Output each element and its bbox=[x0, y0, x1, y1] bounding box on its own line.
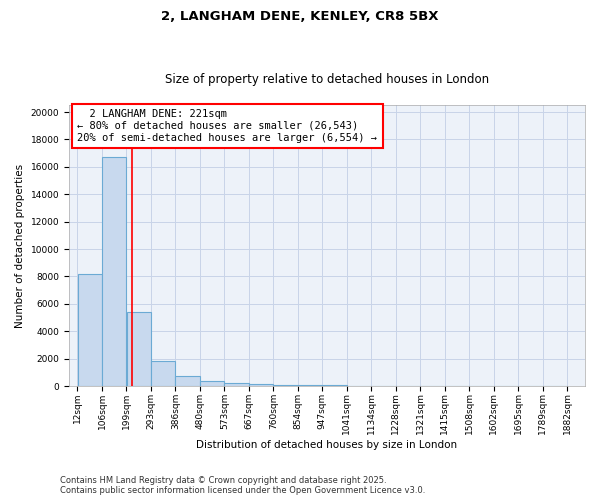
Bar bbox=[274, 385, 298, 386]
Text: 2, LANGHAM DENE, KENLEY, CR8 5BX: 2, LANGHAM DENE, KENLEY, CR8 5BX bbox=[161, 10, 439, 23]
Bar bbox=[151, 362, 175, 386]
Y-axis label: Number of detached properties: Number of detached properties bbox=[15, 164, 25, 328]
Bar bbox=[77, 274, 101, 386]
Bar bbox=[249, 384, 273, 386]
Title: Size of property relative to detached houses in London: Size of property relative to detached ho… bbox=[165, 73, 489, 86]
Text: Contains HM Land Registry data © Crown copyright and database right 2025.
Contai: Contains HM Land Registry data © Crown c… bbox=[60, 476, 425, 495]
Text: 2 LANGHAM DENE: 221sqm
← 80% of detached houses are smaller (26,543)
20% of semi: 2 LANGHAM DENE: 221sqm ← 80% of detached… bbox=[77, 110, 377, 142]
Bar bbox=[224, 384, 248, 386]
Bar bbox=[200, 382, 224, 386]
Bar bbox=[127, 312, 151, 386]
Bar bbox=[175, 376, 200, 386]
X-axis label: Distribution of detached houses by size in London: Distribution of detached houses by size … bbox=[196, 440, 458, 450]
Bar bbox=[102, 158, 126, 386]
Bar bbox=[298, 385, 322, 386]
